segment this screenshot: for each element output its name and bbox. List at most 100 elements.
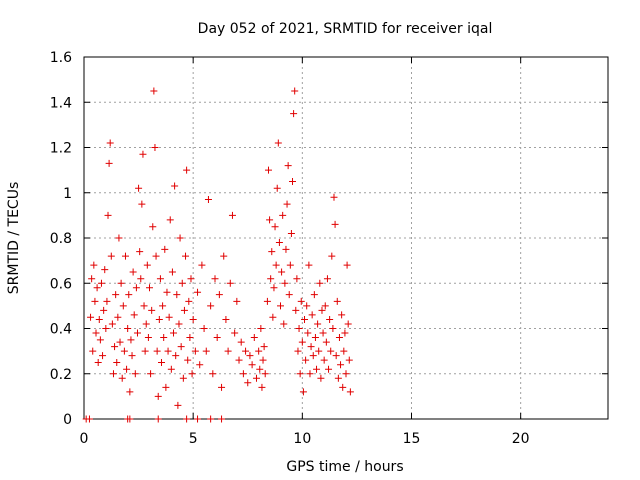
data-point <box>150 87 158 95</box>
data-point <box>112 291 120 299</box>
data-point <box>164 347 172 355</box>
data-point <box>228 211 236 219</box>
data-point <box>152 252 160 260</box>
data-point <box>257 325 265 332</box>
data-point <box>271 223 279 231</box>
data-point <box>256 365 264 373</box>
data-point <box>153 347 161 355</box>
data-point <box>137 275 145 283</box>
data-point <box>322 338 330 346</box>
data-point <box>334 374 342 382</box>
data-point <box>180 306 188 314</box>
plot-frame <box>83 56 609 420</box>
data-point <box>90 261 98 269</box>
data-point <box>167 365 175 373</box>
data-point <box>326 315 334 323</box>
data-point <box>209 370 217 378</box>
data-point <box>174 401 182 409</box>
data-point <box>226 279 234 287</box>
data-point <box>222 315 230 323</box>
data-point <box>109 370 117 378</box>
data-point <box>270 284 278 292</box>
y-tick-label: 1 <box>63 186 72 202</box>
data-point <box>279 211 287 219</box>
data-point <box>198 261 206 269</box>
data-point <box>131 370 139 378</box>
data-point <box>204 196 212 204</box>
data-point <box>178 279 186 287</box>
data-point <box>85 415 93 423</box>
data-point <box>166 216 174 224</box>
data-point <box>200 325 208 332</box>
data-point <box>92 329 100 337</box>
data-point <box>106 139 114 147</box>
data-point <box>143 261 151 269</box>
data-point <box>120 347 128 355</box>
data-point <box>183 166 191 174</box>
data-point <box>158 358 166 366</box>
data-point <box>343 261 351 269</box>
x-tick-label: 0 <box>80 431 89 447</box>
data-point <box>295 325 303 332</box>
data-point <box>177 343 185 351</box>
data-point <box>263 297 271 305</box>
data-point <box>191 347 199 355</box>
data-point <box>121 252 129 260</box>
data-point <box>284 162 292 170</box>
data-point <box>168 268 176 276</box>
data-point <box>272 261 280 269</box>
data-point <box>282 245 290 253</box>
data-point <box>278 268 286 276</box>
data-point <box>327 347 335 355</box>
data-point <box>303 302 311 310</box>
data-point <box>108 320 116 328</box>
data-point <box>140 302 148 310</box>
data-point <box>117 279 125 287</box>
data-point <box>332 352 340 360</box>
data-point <box>151 144 159 151</box>
data-point <box>138 200 146 208</box>
data-point <box>148 306 156 314</box>
data-point <box>215 291 223 299</box>
y-tick-label: 0.4 <box>50 322 72 338</box>
data-point <box>141 347 149 355</box>
data-point <box>211 275 219 283</box>
data-point <box>105 159 113 167</box>
data-point <box>127 336 135 344</box>
data-point <box>183 415 191 423</box>
data-point <box>315 347 323 355</box>
x-axis-label: GPS time / hours <box>286 459 403 475</box>
data-point <box>97 279 105 287</box>
data-point <box>125 291 133 299</box>
data-point <box>298 338 306 346</box>
data-point <box>126 388 134 396</box>
data-point <box>258 383 266 391</box>
data-point <box>187 275 195 283</box>
data-point <box>339 383 347 391</box>
data-point <box>130 311 138 319</box>
data-point <box>305 261 313 269</box>
data-point <box>294 347 302 355</box>
x-tick-label: 20 <box>512 431 530 447</box>
data-point <box>196 361 204 369</box>
data-point <box>266 216 274 224</box>
data-point <box>308 311 316 319</box>
data-point <box>139 150 147 158</box>
data-point <box>101 266 109 274</box>
data-point <box>182 252 190 260</box>
data-point <box>317 374 325 382</box>
data-point <box>248 361 256 369</box>
data-point <box>171 182 179 190</box>
x-tick-label: 5 <box>189 431 198 447</box>
data-point <box>159 302 167 310</box>
data-point <box>287 229 295 237</box>
data-point <box>296 370 304 378</box>
data-point <box>115 234 123 242</box>
data-point <box>95 315 103 323</box>
data-point <box>274 139 282 147</box>
data-point <box>301 315 309 323</box>
data-point <box>311 334 319 342</box>
data-point <box>161 245 169 253</box>
y-tick-label: 1.6 <box>50 50 72 66</box>
data-point <box>99 352 107 360</box>
